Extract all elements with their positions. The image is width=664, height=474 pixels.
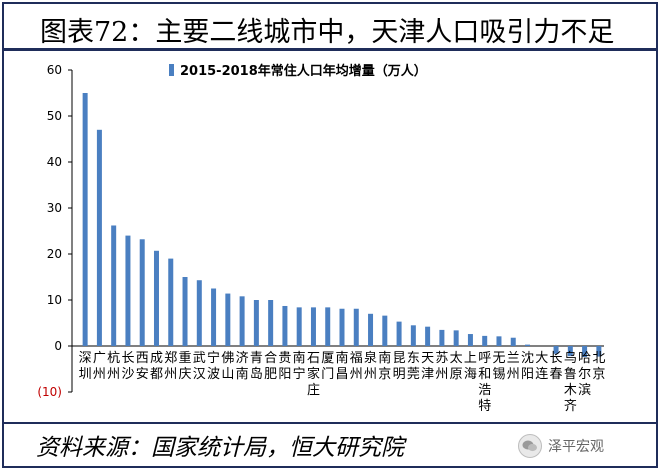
x-category-label: 无锡	[492, 351, 505, 382]
x-category-label: 上海	[464, 351, 477, 382]
bar-天津	[425, 326, 431, 346]
bar-呼和浩特	[482, 335, 488, 346]
legend-swatch	[169, 64, 174, 76]
bar-广州	[96, 129, 102, 346]
x-category-label: 太原	[450, 351, 463, 382]
title-bar: 图表72：主要二线城市中，天津人口吸引力不足	[4, 4, 656, 48]
bar-无锡	[496, 336, 502, 346]
x-category-label: 厦门	[321, 351, 334, 382]
bar-杭州	[111, 225, 117, 346]
x-category-label: 杭州	[107, 351, 120, 382]
x-category-label: 沈阳	[521, 351, 534, 382]
bar-长春	[553, 346, 559, 354]
bar-哈尔滨	[582, 346, 588, 358]
x-axis-labels: 深圳广州杭州长沙西安成都郑州重庆武汉宁波佛山济南青岛合肥贵阳南宁石家庄厦门南昌福…	[79, 350, 606, 414]
bar-东莞	[410, 325, 416, 346]
bar-沈阳	[525, 344, 531, 346]
legend-label: 2015-2018年常住人口年均增量（万人）	[180, 63, 427, 79]
x-category-label: 天津	[421, 351, 434, 382]
bar-成都	[153, 250, 159, 346]
y-tick-label: (10)	[37, 385, 62, 399]
bar-昆明	[396, 321, 402, 346]
x-category-label: 南京	[378, 350, 391, 382]
bar-泉州	[368, 313, 374, 346]
bar-贵阳	[282, 305, 288, 346]
wechat-icon	[518, 434, 542, 458]
bar-北京	[596, 346, 602, 357]
y-tick-label: 20	[47, 247, 62, 261]
bars	[82, 93, 602, 358]
bar-青岛	[253, 300, 259, 346]
x-category-label: 佛山	[221, 351, 234, 382]
bar-深圳	[82, 93, 88, 346]
bar-南宁	[296, 307, 302, 346]
x-category-label: 大连	[535, 351, 548, 382]
bar-兰州	[510, 337, 516, 346]
x-category-label: 西安	[136, 351, 149, 382]
source-note: 资料来源：国家统计局，恒大研究院	[36, 435, 404, 461]
bar-石家庄	[310, 307, 316, 346]
bar-苏州	[439, 329, 445, 346]
y-tick-label: 30	[47, 201, 62, 215]
bar-重庆	[182, 277, 188, 346]
x-category-label: 苏州	[435, 350, 448, 382]
bar-南京	[382, 315, 388, 346]
bar-长沙	[125, 235, 131, 346]
x-category-label: 深圳	[79, 351, 92, 382]
bar-郑州	[168, 258, 174, 346]
y-tick-label: 0	[54, 339, 62, 353]
x-category-label: 青岛	[250, 351, 263, 382]
bar-福州	[353, 308, 359, 346]
y-tick-label: 10	[47, 293, 62, 307]
x-category-label: 武汉	[193, 351, 206, 382]
x-category-label: 石家庄	[307, 351, 320, 398]
y-tick-label: 60	[47, 63, 62, 77]
bar-厦门	[325, 307, 331, 346]
watermark: 泽平宏观	[518, 432, 604, 460]
bar-济南	[239, 296, 245, 346]
y-tick-label: 50	[47, 109, 62, 123]
x-category-label: 成都	[150, 351, 163, 382]
x-category-label: 泉州	[364, 350, 377, 382]
x-category-label: 广州	[93, 351, 106, 382]
x-category-label: 哈尔滨	[578, 351, 591, 398]
x-category-label: 东莞	[407, 351, 420, 382]
y-tick-label: 40	[47, 155, 62, 169]
bar-合肥	[268, 300, 274, 346]
bar-乌鲁木齐	[567, 346, 573, 357]
x-category-label: 昆明	[393, 351, 406, 382]
bar-西安	[139, 239, 145, 346]
bar-上海	[467, 334, 473, 346]
x-category-label: 呼和浩特	[478, 351, 491, 414]
x-category-label: 长沙	[121, 351, 134, 382]
x-category-label: 长春	[550, 351, 563, 382]
x-category-label: 南昌	[335, 350, 348, 382]
bar-太原	[453, 330, 459, 346]
x-category-label: 乌鲁木齐	[564, 350, 577, 414]
title-divider	[4, 48, 656, 51]
bar-南昌	[339, 308, 345, 346]
x-category-label: 郑州	[164, 351, 177, 382]
x-category-label: 合肥	[264, 351, 277, 382]
chart-area: 2015-2018年常住人口年均增量（万人） (10) 0 10 20 30 40 50 60…	[4, 52, 656, 422]
legend: 2015-2018年常住人口年均增量（万人）	[169, 63, 427, 79]
x-category-label: 宁波	[207, 350, 220, 382]
watermark-text: 泽平宏观	[548, 439, 604, 455]
x-category-label: 贵阳	[278, 351, 291, 382]
x-category-label: 重庆	[179, 350, 192, 382]
x-category-label: 福州	[350, 351, 363, 382]
x-category-label: 济南	[236, 351, 249, 382]
source-divider	[4, 422, 656, 424]
x-category-label: 北京	[592, 351, 605, 382]
bar-宁波	[211, 288, 217, 346]
axes: (10) 0 10 20 30 40 50 60	[37, 63, 604, 399]
x-category-label: 兰州	[507, 351, 520, 382]
bar-chart: 2015-2018年常住人口年均增量（万人） (10) 0 10 20 30 40 50 60…	[37, 63, 606, 414]
x-category-label: 南宁	[293, 350, 306, 382]
bar-武汉	[196, 280, 202, 346]
bar-佛山	[225, 293, 231, 346]
page-title: 图表72：主要二线城市中，天津人口吸引力不足	[40, 17, 615, 48]
